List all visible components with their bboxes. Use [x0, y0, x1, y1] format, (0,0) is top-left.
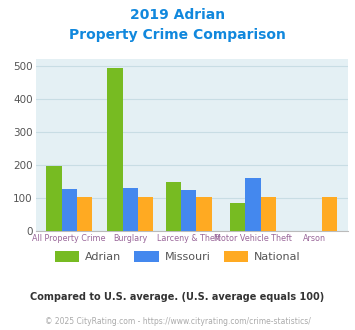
Bar [322, 197, 337, 231]
Bar [138, 197, 153, 231]
Bar [61, 189, 77, 231]
Text: 2019 Adrian: 2019 Adrian [130, 8, 225, 22]
Bar [261, 197, 276, 231]
Text: Property Crime Comparison: Property Crime Comparison [69, 28, 286, 42]
Bar [196, 197, 212, 231]
Bar [245, 178, 261, 231]
Bar [46, 166, 61, 231]
Text: © 2025 CityRating.com - https://www.cityrating.com/crime-statistics/: © 2025 CityRating.com - https://www.city… [45, 317, 310, 326]
Legend: Adrian, Missouri, National: Adrian, Missouri, National [50, 247, 305, 267]
Bar [181, 190, 196, 231]
Bar [108, 68, 123, 231]
Bar [123, 188, 138, 231]
Bar [230, 203, 245, 231]
Bar [77, 197, 92, 231]
Text: Compared to U.S. average. (U.S. average equals 100): Compared to U.S. average. (U.S. average … [31, 292, 324, 302]
Bar [166, 182, 181, 231]
